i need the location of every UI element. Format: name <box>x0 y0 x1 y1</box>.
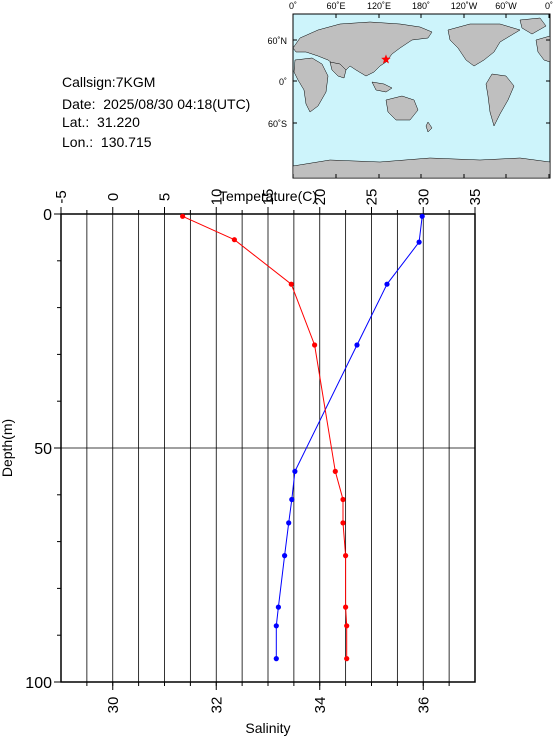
salinity-point <box>288 281 294 287</box>
world-map-inset: 0˚ 60˚E 120˚E 180˚ 120˚W 60˚W 0˚ 60˚N 0˚… <box>267 1 553 179</box>
map-lat-label: 60˚S <box>268 119 287 129</box>
date-label: Date: <box>62 96 96 112</box>
callsign-value: 7KGM <box>115 74 156 90</box>
chart-ticks <box>54 207 476 690</box>
temperature-point <box>384 281 390 287</box>
temperature-line <box>275 216 423 659</box>
temperature-tick-label: 15 <box>260 189 277 206</box>
salinity-tick-label: 30 <box>105 697 122 714</box>
map-lon-label: 180˚ <box>412 1 430 11</box>
salinity-series <box>180 213 350 662</box>
lon-line: Lon.: 130.715 <box>62 133 152 152</box>
salinity-point <box>340 520 346 526</box>
map-lon-label: 60˚W <box>495 1 517 11</box>
depth-axis-title: Depth(m) <box>0 419 15 477</box>
temperature-tick-label: 5 <box>157 193 174 201</box>
salinity-line <box>182 215 348 659</box>
continent-shape <box>519 17 547 35</box>
salinity-point <box>312 342 318 348</box>
lon-value: 130.715 <box>100 134 152 150</box>
depth-tick-label: 50 <box>34 441 52 458</box>
map-lon-label: 0˚ <box>289 1 297 11</box>
salinity-point <box>340 496 346 503</box>
depth-tick-label: 0 <box>43 207 52 224</box>
depth-tick-label: 100 <box>25 675 52 692</box>
lon-label: Lon.: <box>62 134 94 150</box>
salinity-point <box>343 553 349 559</box>
map-lat-label: 60˚N <box>267 36 287 46</box>
chart-grid <box>61 214 475 682</box>
map-lon-label: 120˚E <box>367 1 391 11</box>
continent-shape <box>447 23 521 67</box>
continent-shape <box>371 81 393 93</box>
temperature-tick-label: 20 <box>312 189 329 206</box>
salinity-point <box>344 623 350 629</box>
map-lon-label: 60˚E <box>326 1 345 11</box>
continent-shape <box>329 61 347 79</box>
temperature-tick-label: 0 <box>105 193 122 201</box>
continent-shape <box>293 57 329 113</box>
temperature-point <box>292 468 298 474</box>
salinity-point <box>180 213 186 219</box>
salinity-point <box>343 604 349 610</box>
map-lon-label: 120˚W <box>451 1 478 11</box>
station-marker-star-icon <box>381 54 391 64</box>
temperature-point <box>354 342 360 348</box>
salinity-point <box>344 656 350 662</box>
map-lat-label: 0˚ <box>279 77 287 87</box>
callsign-label: Callsign: <box>62 74 116 90</box>
date-line: Date: 2025/08/30 04:18(UTC) <box>62 95 250 114</box>
map-lon-label: 0˚ <box>545 1 553 11</box>
temperature-point <box>275 604 281 610</box>
temperature-tick-label: 25 <box>364 189 381 206</box>
temperature-tick-label: 10 <box>208 189 225 206</box>
map-ticks <box>292 14 550 178</box>
temperature-point <box>286 520 292 526</box>
continent-shape <box>535 35 551 63</box>
continent-shape <box>385 95 419 121</box>
temperature-tick-label: 30 <box>415 189 432 206</box>
series-layer <box>180 213 425 662</box>
salinity-axis-title: Salinity <box>245 720 290 736</box>
callsign-line: Callsign:7KGM <box>62 73 155 92</box>
salinity-point <box>231 237 237 243</box>
temperature-axis-title: Temperature(C) <box>219 188 317 204</box>
lat-label: Lat.: <box>62 114 90 130</box>
lat-value: 31.220 <box>97 114 140 130</box>
temperature-point <box>273 623 279 629</box>
temperature-point <box>416 239 422 245</box>
salinity-point <box>332 468 338 474</box>
temperature-point <box>273 656 279 662</box>
continent-shape <box>425 121 433 133</box>
continent-shape <box>485 73 515 127</box>
temperature-point <box>289 496 295 503</box>
temperature-tick-label: -5 <box>53 190 70 203</box>
salinity-tick-label: 32 <box>208 697 225 714</box>
map-longitude-labels: 0˚ 60˚E 120˚E 180˚ 120˚W 60˚W 0˚ <box>289 1 553 11</box>
temperature-point <box>282 553 288 559</box>
salinity-tick-label: 36 <box>415 697 432 714</box>
lat-line: Lat.: 31.220 <box>62 113 140 132</box>
temperature-tick-label: 35 <box>467 189 484 206</box>
date-value: 2025/08/30 04:18(UTC) <box>103 96 251 112</box>
temperature-series <box>273 213 425 662</box>
salinity-tick-label: 34 <box>312 697 329 714</box>
temperature-point <box>419 213 425 219</box>
continent-shape <box>292 21 433 77</box>
map-latitude-labels: 60˚N 0˚ 60˚S <box>267 36 287 129</box>
map-land <box>292 17 551 179</box>
